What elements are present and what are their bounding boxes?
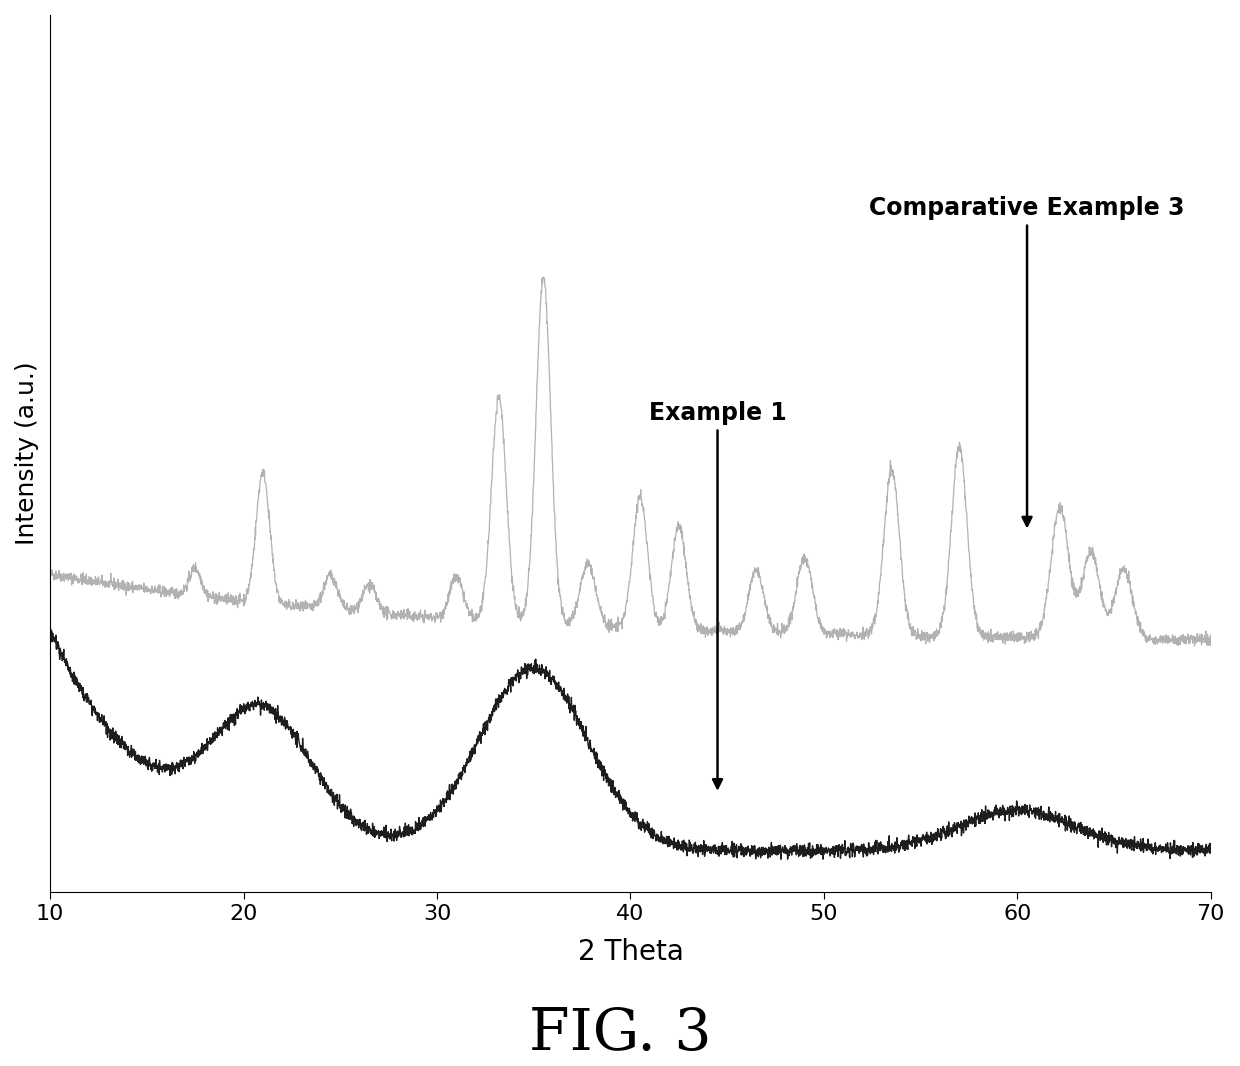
Text: Example 1: Example 1 — [649, 401, 786, 788]
Text: FIG. 3: FIG. 3 — [528, 1006, 712, 1062]
Text: Comparative Example 3: Comparative Example 3 — [869, 196, 1184, 526]
Y-axis label: Intensity (a.u.): Intensity (a.u.) — [15, 361, 38, 546]
X-axis label: 2 Theta: 2 Theta — [578, 938, 683, 966]
